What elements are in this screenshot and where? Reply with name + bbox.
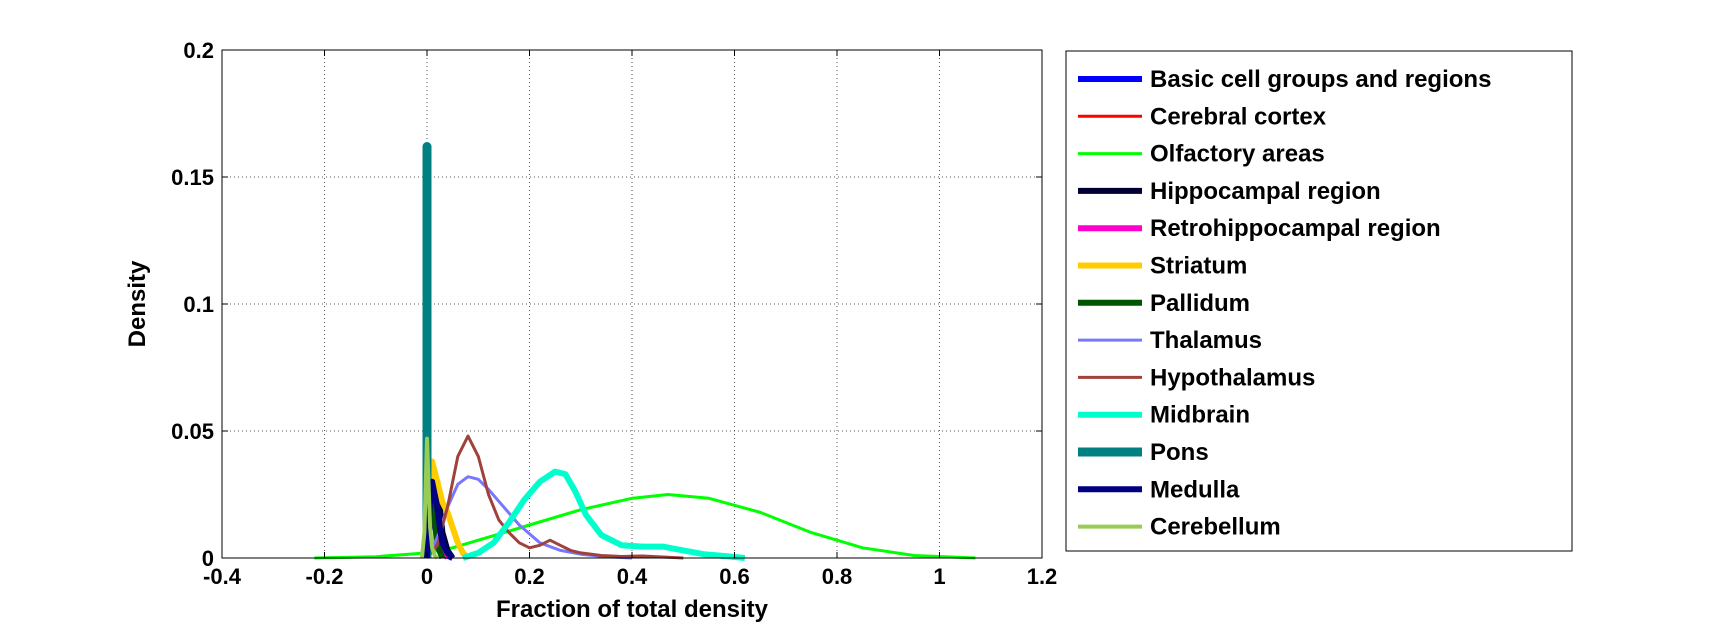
legend-item: Cerebral cortex: [1078, 103, 1327, 130]
series-lines: [314, 142, 976, 561]
legend-item: Thalamus: [1078, 327, 1262, 354]
series-line-8: [425, 434, 684, 560]
axis-ticks: -0.4 -0.2 0 0.2 0.4 0.6 0.8 1 1.2 0 0.05 0.1 0.15 0.2: [171, 38, 1057, 589]
y-axis-label: Density: [124, 260, 151, 347]
legend-label: Thalamus: [1150, 327, 1262, 354]
legend-label: Pons: [1150, 439, 1209, 466]
legend-item: Olfactory areas: [1078, 141, 1325, 168]
x-tick-label: 1.2: [1027, 564, 1058, 589]
x-axis-label: Fraction of total density: [496, 596, 769, 623]
series-line-9: [461, 468, 746, 561]
legend-item: Pons: [1078, 439, 1209, 466]
series-line-2: [314, 493, 976, 560]
y-tick-label: 0: [202, 546, 214, 571]
legend-item: Striatum: [1078, 253, 1247, 280]
legend-item: Midbrain: [1078, 402, 1250, 429]
x-tick-label: 0.6: [719, 564, 750, 589]
legend-label: Olfactory areas: [1150, 141, 1325, 168]
legend-label: Cerebellum: [1150, 514, 1281, 541]
legend-item: Pallidum: [1078, 290, 1250, 317]
legend-label: Midbrain: [1150, 402, 1250, 429]
legend-item: Cerebellum: [1078, 514, 1281, 541]
legend-item: Hypothalamus: [1078, 364, 1315, 391]
legend-box: [1065, 50, 1573, 552]
grid-lines: [222, 50, 1042, 558]
series-line-12: [419, 436, 439, 560]
y-tick-label: 0.15: [171, 165, 214, 190]
legend-label: Retrohippocampal region: [1150, 215, 1441, 242]
legend-label: Medulla: [1150, 476, 1240, 503]
x-tick-label: 1: [933, 564, 945, 589]
x-tick-label: 0.2: [514, 564, 545, 589]
legend-item: Medulla: [1078, 476, 1240, 503]
legend-label: Striatum: [1150, 253, 1247, 280]
legend-label: Pallidum: [1150, 290, 1250, 317]
x-tick-label: 0.4: [617, 564, 648, 589]
x-tick-label: 0: [421, 564, 433, 589]
legend-item: Retrohippocampal region: [1078, 215, 1441, 242]
legend-label: Cerebral cortex: [1150, 103, 1327, 130]
x-tick-label: -0.2: [306, 564, 344, 589]
y-tick-label: 0.2: [183, 38, 214, 63]
legend-label: Hypothalamus: [1150, 364, 1315, 391]
legend: Basic cell groups and regions Cerebral co…: [1065, 50, 1573, 552]
y-tick-label: 0.05: [171, 419, 214, 444]
x-tick-label: -0.4: [203, 564, 242, 589]
x-tick-label: 0.8: [822, 564, 853, 589]
legend-item: Hippocampal region: [1078, 178, 1381, 205]
legend-item: Basic cell groups and regions: [1078, 66, 1491, 93]
legend-label: Hippocampal region: [1150, 178, 1381, 205]
y-tick-label: 0.1: [183, 292, 214, 317]
legend-label: Basic cell groups and regions: [1150, 66, 1491, 93]
